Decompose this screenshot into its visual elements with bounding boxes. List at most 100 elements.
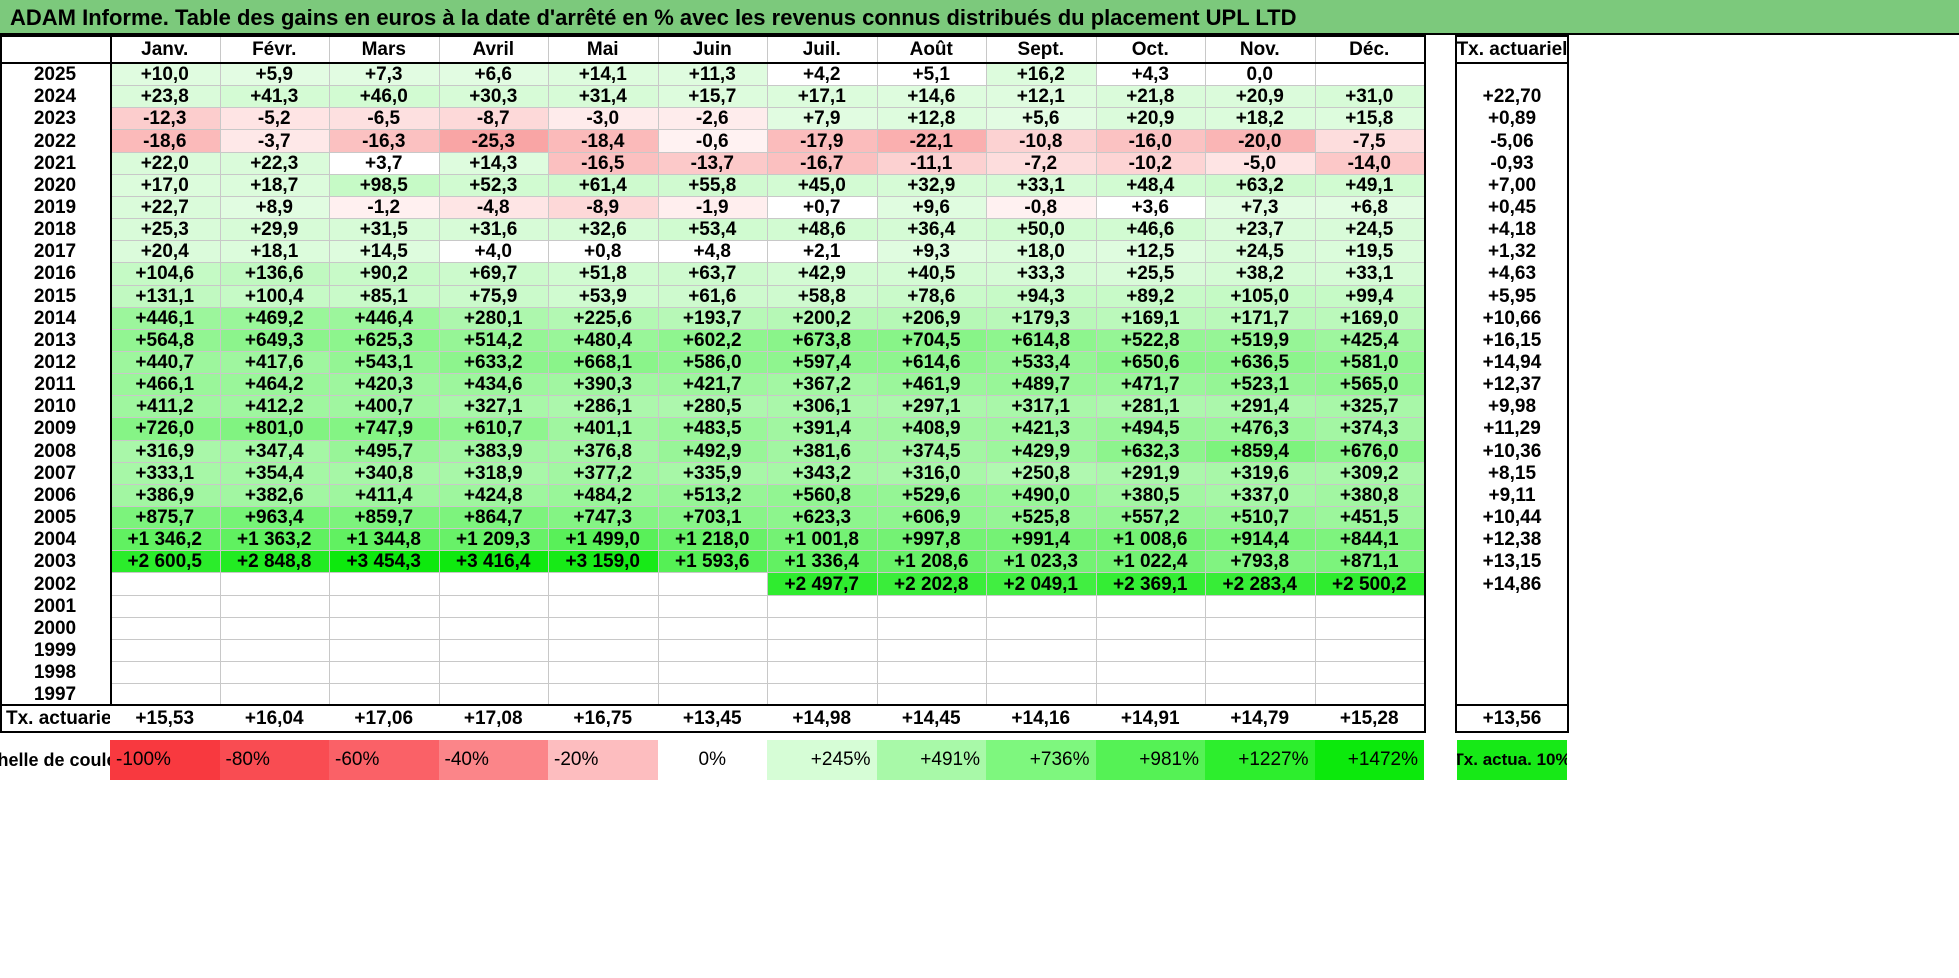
summary-cell: +17,06	[354, 707, 414, 729]
heatmap-cell: +489,7	[986, 374, 1096, 397]
row-rate: +10,36	[1482, 440, 1542, 462]
heatmap-cell	[219, 639, 329, 663]
year-label: 2003	[33, 551, 77, 573]
heatmap-cell: -1,2	[329, 196, 439, 220]
heatmap-cell: +1 208,6	[876, 551, 986, 574]
heatmap-cell: +18,0	[986, 241, 1096, 264]
month-header: Déc.	[1349, 39, 1390, 60]
heatmap-cell: +325,7	[1314, 396, 1424, 419]
summary-rate: +13,56	[1482, 707, 1542, 729]
heatmap-cell: -13,7	[657, 152, 767, 175]
heatmap-cell: +169,0	[1314, 307, 1424, 330]
heatmap-cell: +19,5	[1314, 241, 1424, 264]
heatmap-cell: +75,9	[438, 285, 548, 308]
heatmap-cell: +317,1	[986, 396, 1096, 419]
year-label: 2013	[33, 329, 77, 351]
row-rate: +5,95	[1487, 285, 1537, 307]
heatmap-cell	[986, 617, 1096, 640]
row-rate: +1,32	[1487, 241, 1537, 263]
heatmap-cell: +50,0	[986, 219, 1096, 242]
heatmap-cell: +206,9	[876, 307, 986, 330]
heatmap-cell: +703,1	[657, 507, 767, 530]
month-header: Oct.	[1131, 39, 1169, 60]
heatmap-cell: +914,4	[1205, 529, 1315, 552]
heatmap-cell	[767, 617, 877, 640]
heatmap-cell: +6,8	[1314, 196, 1424, 220]
heatmap-cell: +30,3	[438, 86, 548, 109]
year-label: 2023	[33, 108, 77, 130]
heatmap-cell: +7,9	[767, 108, 877, 131]
heatmap-cell: +63,7	[657, 263, 767, 286]
heatmap-cell: +46,0	[329, 86, 439, 109]
heatmap-cell: +18,2	[1205, 108, 1315, 131]
summary-cell: +14,45	[901, 707, 961, 729]
heatmap-cell	[438, 617, 548, 640]
heatmap-cell: -11,1	[876, 152, 986, 175]
heatmap-cell: +337,0	[1205, 484, 1315, 507]
heatmap-cell	[657, 662, 767, 685]
report-title: ADAM Informe. Table des gains en euros à…	[0, 0, 1959, 35]
heatmap-cell: +1 209,3	[438, 529, 548, 552]
heatmap-cell: +18,1	[219, 241, 329, 264]
heatmap-cell	[110, 684, 220, 707]
heatmap-cell: +2 283,4	[1205, 573, 1315, 596]
heatmap-cell: +747,9	[329, 418, 439, 441]
heatmap-cell: +676,0	[1314, 440, 1424, 463]
heatmap-cell	[548, 639, 658, 663]
heatmap-cell: +12,1	[986, 86, 1096, 109]
heatmap-cell: +100,4	[219, 285, 329, 308]
heatmap-cell	[1314, 639, 1424, 663]
heatmap-cell: +63,2	[1205, 174, 1315, 197]
heatmap-cell: +319,6	[1205, 462, 1315, 485]
heatmap-cell: +46,6	[1095, 219, 1205, 242]
year-label: 2015	[33, 285, 77, 307]
row-rate: +9,11	[1488, 484, 1536, 506]
row-rate: +12,37	[1482, 374, 1542, 396]
heatmap-cell: +1 344,8	[329, 529, 439, 552]
heatmap-cell	[219, 573, 329, 596]
year-label: 2008	[33, 440, 77, 462]
heatmap-cell	[767, 639, 877, 663]
year-label: 2002	[33, 573, 77, 595]
heatmap-cell: +614,8	[986, 329, 1096, 352]
heatmap-cell	[1205, 595, 1315, 618]
heatmap-cell: +55,8	[657, 174, 767, 197]
heatmap-cell: +281,1	[1095, 396, 1205, 419]
heatmap-cell: +673,8	[767, 329, 877, 352]
year-label: 1997	[33, 684, 77, 706]
heatmap-cell	[329, 573, 439, 596]
summary-cell: +16,04	[244, 707, 304, 729]
heatmap-cell	[438, 639, 548, 663]
row-rate: +16,15	[1482, 329, 1542, 351]
heatmap-cell: -12,3	[110, 108, 220, 131]
heatmap-cell	[438, 595, 548, 618]
heatmap-cell: +24,5	[1205, 241, 1315, 264]
heatmap-cell: +2,1	[767, 241, 877, 264]
heatmap-cell: +476,3	[1205, 418, 1315, 441]
heatmap-cell	[1095, 595, 1205, 618]
heatmap-cell: +381,6	[767, 440, 877, 463]
year-label: 2021	[33, 152, 77, 174]
heatmap-cell: +291,9	[1095, 462, 1205, 485]
heatmap-cell: +997,8	[876, 529, 986, 552]
heatmap-cell: +1 022,4	[1095, 551, 1205, 574]
header-rule	[0, 62, 1424, 64]
heatmap-cell: +963,4	[219, 507, 329, 530]
heatmap-cell: +7,3	[329, 64, 439, 87]
heatmap-cell: -5,2	[219, 108, 329, 131]
heatmap-cell: +250,8	[986, 462, 1096, 485]
heatmap-cell: -3,7	[219, 130, 329, 153]
month-header: Juil.	[802, 39, 841, 60]
heatmap-cell	[986, 639, 1096, 663]
row-rate: -0,93	[1490, 152, 1534, 174]
heatmap-cell: +1 336,4	[767, 551, 877, 574]
heatmap-cell	[767, 684, 877, 707]
heatmap-cell: +421,7	[657, 374, 767, 397]
heatmap-cell	[329, 595, 439, 618]
row-rate	[1457, 618, 1567, 640]
grid-col-line	[219, 37, 221, 707]
heatmap-cell: +200,2	[767, 307, 877, 330]
heatmap-cell: -10,2	[1095, 152, 1205, 175]
heatmap-cell: +21,8	[1095, 86, 1205, 109]
heatmap-cell: +523,1	[1205, 374, 1315, 397]
